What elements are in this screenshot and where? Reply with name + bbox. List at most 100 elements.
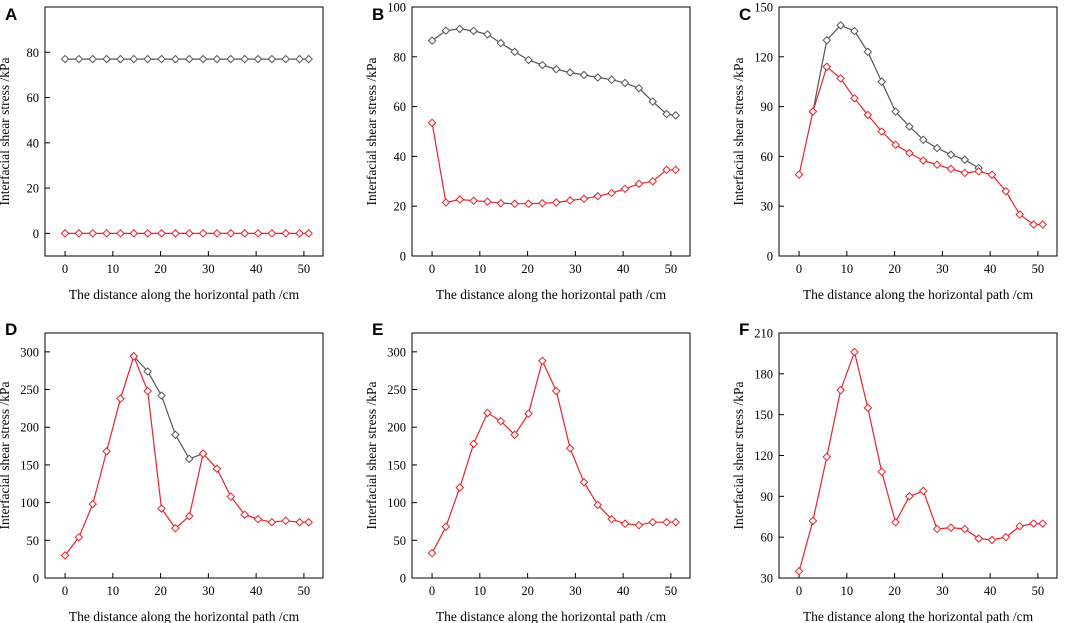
x-tick-label: 50 — [1032, 584, 1045, 598]
data-point-red — [253, 229, 263, 238]
x-tick-label: 40 — [617, 262, 630, 276]
x-tick-label: 30 — [936, 262, 949, 276]
data-point-red — [1015, 521, 1025, 531]
data-point-red — [1038, 519, 1047, 528]
series-red — [794, 347, 1047, 576]
y-tick-label: 30 — [761, 200, 774, 214]
y-tick-label: 250 — [387, 383, 406, 397]
data-point-red — [295, 517, 304, 527]
y-tick-label: 180 — [754, 367, 773, 381]
data-point-red — [212, 229, 222, 238]
data-point-gray — [850, 26, 859, 36]
data-point-red — [607, 188, 616, 198]
y-tick-label: 250 — [20, 383, 39, 397]
x-tick-label: 0 — [62, 584, 68, 598]
x-tick-label: 20 — [154, 262, 167, 276]
data-point-gray — [143, 367, 153, 376]
panel-b: B 0 10 20 30 40 50 0 20 40 60 80 100 The distance alo… — [364, 1, 691, 302]
data-point-gray — [496, 38, 506, 48]
x-tick-label: 40 — [984, 262, 997, 276]
x-tick-label: 0 — [62, 262, 68, 276]
x-tick-label: 10 — [841, 584, 854, 598]
data-point-gray — [60, 54, 70, 64]
plot-frame — [411, 332, 691, 579]
x-axis-title: The distance along the horizontal path /… — [69, 287, 300, 302]
series-gray — [808, 20, 983, 173]
data-point-red — [157, 504, 166, 513]
x-axis-title: The distance along the horizontal path /… — [803, 609, 1034, 623]
data-point-red — [129, 352, 139, 361]
data-point-red — [538, 356, 547, 366]
data-point-red — [496, 198, 506, 208]
x-tick-label: 0 — [429, 584, 435, 598]
series-red — [60, 352, 313, 560]
data-point-red — [987, 170, 997, 179]
data-point-red — [905, 492, 914, 501]
series-gray — [60, 54, 313, 64]
data-point-red — [960, 524, 970, 534]
x-tick-label: 30 — [569, 584, 582, 598]
series-line-red — [798, 65, 1043, 226]
x-tick-label: 40 — [617, 584, 630, 598]
data-point-red — [524, 199, 533, 209]
x-tick-label: 30 — [569, 262, 582, 276]
data-point-red — [634, 520, 644, 530]
data-point-red — [648, 176, 658, 186]
data-point-red — [483, 197, 492, 207]
y-axis-title: Interfacial shear stress /kPa — [0, 57, 12, 205]
data-point-red — [634, 179, 644, 189]
data-point-red — [1001, 532, 1011, 542]
data-point-red — [836, 74, 845, 83]
x-tick-label: 50 — [665, 262, 678, 276]
data-point-gray — [441, 26, 451, 35]
y-tick-label: 150 — [20, 458, 39, 472]
series-line-gray — [431, 28, 676, 116]
data-point-red — [822, 452, 832, 462]
x-tick-label: 30 — [202, 262, 215, 276]
data-point-gray — [565, 68, 575, 77]
plot-frame — [44, 332, 324, 579]
data-point-gray — [253, 54, 263, 64]
y-tick-label: 50 — [394, 534, 407, 548]
x-tick-label: 30 — [202, 584, 215, 598]
data-point-red — [946, 523, 956, 532]
data-point-red — [565, 444, 575, 453]
y-tick-label: 120 — [754, 449, 773, 463]
data-point-red — [281, 516, 291, 526]
y-tick-label: 60 — [761, 150, 774, 164]
data-point-gray — [822, 35, 832, 45]
y-tick-label: 60 — [27, 91, 40, 105]
y-tick-label: 90 — [761, 100, 774, 114]
y-tick-label: 80 — [27, 46, 40, 60]
panel-letter: D — [5, 320, 17, 339]
data-point-red — [607, 514, 616, 524]
plot-frame — [44, 6, 324, 257]
data-point-gray — [102, 54, 111, 64]
x-tick-label: 40 — [250, 262, 263, 276]
y-tick-label: 200 — [387, 421, 406, 435]
data-point-gray — [171, 430, 180, 440]
data-point-gray — [226, 54, 236, 64]
data-point-gray — [304, 54, 313, 64]
x-tick-label: 50 — [1032, 262, 1045, 276]
data-point-red — [1001, 186, 1011, 196]
y-tick-label: 30 — [761, 572, 774, 586]
x-tick-label: 20 — [888, 262, 901, 276]
y-tick-label: 50 — [27, 534, 40, 548]
data-point-red — [281, 229, 291, 238]
data-point-gray — [607, 75, 616, 85]
x-tick-label: 10 — [107, 262, 120, 276]
series-gray — [427, 24, 680, 120]
series-gray — [129, 352, 208, 464]
y-tick-label: 0 — [400, 250, 406, 264]
data-point-gray — [620, 78, 630, 88]
x-tick-label: 10 — [474, 584, 487, 598]
y-tick-label: 100 — [387, 496, 406, 510]
data-point-red — [427, 548, 437, 558]
x-tick-label: 50 — [298, 584, 311, 598]
series-line-red — [431, 122, 676, 205]
panel-letter: C — [739, 5, 751, 24]
data-point-red — [74, 229, 84, 238]
data-point-gray — [469, 26, 478, 36]
series-red — [794, 62, 1047, 229]
